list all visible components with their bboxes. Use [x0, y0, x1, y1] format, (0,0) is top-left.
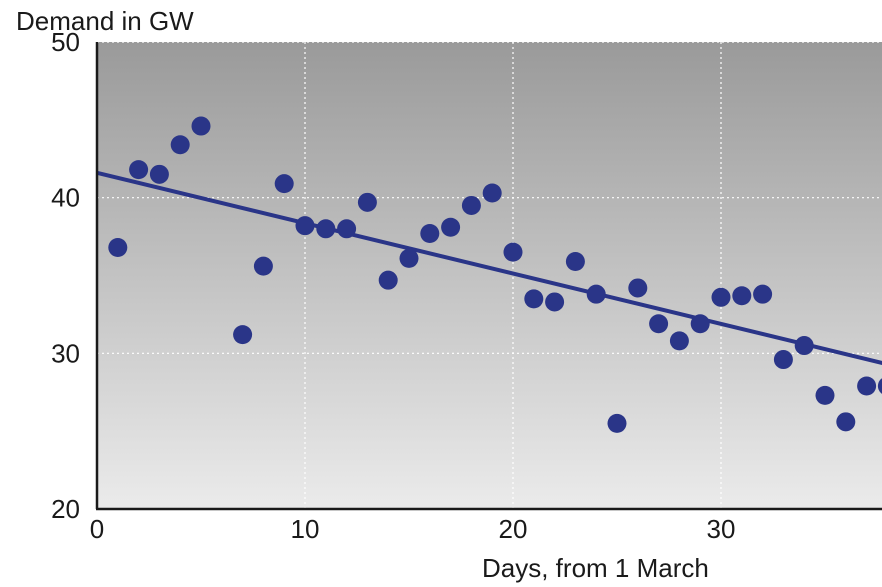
- data-point: [545, 292, 565, 312]
- plot-background: [97, 42, 882, 509]
- data-point: [565, 251, 585, 271]
- data-point: [732, 286, 752, 306]
- y-tick-label: 40: [51, 183, 80, 213]
- data-point: [836, 412, 856, 432]
- y-tick-label: 50: [51, 27, 80, 57]
- data-point: [274, 174, 294, 194]
- data-point: [524, 289, 544, 309]
- data-point: [503, 242, 523, 262]
- data-point: [378, 270, 398, 290]
- data-point: [420, 223, 440, 243]
- data-point: [690, 314, 710, 334]
- data-point: [794, 336, 814, 356]
- data-point: [815, 385, 835, 405]
- data-points: [108, 116, 882, 433]
- x-tick-label: 0: [90, 514, 104, 544]
- data-point: [669, 331, 689, 351]
- data-point: [233, 325, 253, 345]
- x-tick-label: 20: [499, 514, 528, 544]
- data-point: [482, 183, 502, 203]
- data-point: [607, 413, 627, 433]
- data-point: [149, 164, 169, 184]
- data-point: [753, 284, 773, 304]
- y-tick-label: 30: [51, 338, 80, 368]
- data-point: [337, 219, 357, 239]
- data-point: [711, 287, 731, 307]
- data-point: [586, 284, 606, 304]
- grid-lines: [97, 41, 882, 509]
- data-point: [191, 116, 211, 136]
- data-point: [253, 256, 273, 276]
- data-point: [399, 248, 419, 268]
- x-tick-label: 30: [707, 514, 736, 544]
- data-point: [628, 278, 648, 298]
- trend-line: [97, 170, 882, 365]
- y-tick-label: 20: [51, 494, 80, 524]
- data-point: [773, 350, 793, 370]
- data-point: [877, 378, 882, 394]
- data-point: [857, 376, 877, 396]
- data-point: [129, 160, 149, 180]
- data-point: [295, 216, 315, 236]
- data-point: [649, 314, 669, 334]
- y-tick-labels: 20 30 40 50: [51, 27, 80, 524]
- data-point: [357, 192, 377, 212]
- data-point: [441, 217, 461, 237]
- data-point: [108, 237, 128, 257]
- data-point: [316, 219, 336, 239]
- y-axis-title: Demand in GW: [16, 6, 194, 36]
- x-tick-label: 10: [291, 514, 320, 544]
- data-point: [461, 195, 481, 215]
- data-point: [170, 135, 190, 155]
- x-tick-labels: 0 10 20 30: [90, 514, 736, 544]
- x-axis-title: Days, from 1 March: [482, 553, 709, 583]
